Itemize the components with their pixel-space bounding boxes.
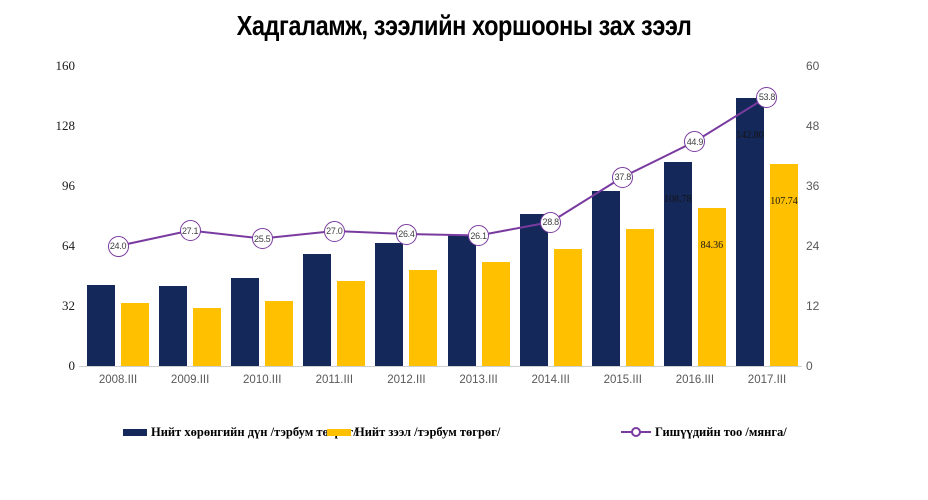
bar-total-loans — [697, 207, 726, 366]
line-marker: 37.8 — [612, 166, 634, 188]
right-axis-tick-24: 24 — [806, 239, 820, 253]
legend-label-total-loans: Нийт зээл /тэрбум төгрөг/ — [355, 424, 501, 439]
legend-label-total-assets: Нийт хөрөнгийн дүн /тэрбум төгрөг/ — [151, 424, 357, 439]
x-axis-label: 2013.III — [459, 374, 498, 386]
bar-total-loans — [481, 261, 510, 366]
legend-item-total-loans: Нийт зээл /тэрбум төгрөг/ — [327, 423, 500, 441]
bar-total-assets — [663, 162, 692, 366]
bar-total-loans — [409, 269, 438, 366]
legend-item-members: Гишүүдийн тоо /мянга/ — [621, 423, 787, 441]
line-marker: 27.1 — [179, 220, 201, 241]
x-axis-label: 2015.III — [603, 374, 642, 386]
chart-title: Хадгаламж, зээлийн хоршооны зах зээл — [236, 10, 692, 41]
bar-total-loans — [121, 303, 149, 366]
right-axis-tick-0: 0 — [806, 359, 813, 373]
left-axis-tick-64: 64 — [62, 238, 75, 253]
total-assets-swatch — [123, 428, 147, 436]
line-marker: 25.5 — [251, 228, 273, 249]
line-marker: 44.9 — [684, 131, 706, 152]
bar-total-loans — [337, 280, 366, 366]
total-loans-swatch — [327, 428, 351, 436]
left-axis-tick-0: 0 — [68, 358, 76, 373]
bar-value-label: 84.36 — [700, 239, 724, 251]
bar-value-label: 107.74 — [770, 195, 798, 207]
line-marker: 26.4 — [395, 223, 417, 245]
members-line-swatch-icon — [621, 427, 651, 437]
x-axis-label: 2017.III — [747, 374, 787, 386]
bar-total-assets — [519, 214, 548, 366]
left-axis-tick-96: 96 — [62, 178, 75, 193]
bar-total-loans — [625, 228, 654, 366]
bar-total-assets — [303, 253, 332, 366]
x-axis-label: 2016.III — [675, 374, 715, 386]
bar-total-assets — [87, 285, 115, 366]
line-marker: 27.0 — [323, 220, 345, 242]
x-axis-label: 2014.III — [531, 374, 570, 386]
bar-total-assets — [231, 277, 260, 366]
line-marker: 26.1 — [468, 225, 490, 246]
x-axis-label: 2012.III — [387, 374, 426, 386]
legend-label-members: Гишүүдийн тоо /мянга/ — [655, 424, 787, 439]
bar-value-label: 108.78 — [664, 194, 692, 206]
bar-total-assets — [591, 190, 620, 366]
bar-total-assets — [375, 243, 404, 366]
x-axis-label: 2009.III — [170, 374, 210, 386]
bar-total-loans — [265, 300, 294, 366]
x-axis-label: 2008.III — [98, 374, 138, 386]
x-axis-label: 2010.III — [243, 374, 282, 386]
right-axis-tick-36: 36 — [806, 179, 820, 193]
bar-total-loans — [553, 248, 582, 366]
bar-value-label: 142.80 — [736, 130, 764, 142]
left-axis-tick-32: 32 — [62, 298, 75, 313]
bar-total-assets — [447, 234, 476, 366]
line-marker: 24.0 — [107, 235, 129, 257]
right-axis-tick-48: 48 — [806, 119, 820, 133]
bar-total-loans — [769, 163, 798, 366]
line-marker: 28.8 — [540, 211, 562, 233]
x-axis-line — [79, 366, 802, 367]
right-axis-tick-12: 12 — [806, 299, 820, 313]
bar-total-assets — [159, 286, 188, 366]
x-axis-label: 2011.III — [315, 374, 354, 386]
line-marker: 53.8 — [756, 86, 778, 108]
left-axis-tick-160: 160 — [55, 58, 76, 73]
bar-total-loans — [193, 307, 222, 366]
right-axis-tick-60: 60 — [806, 59, 820, 73]
left-axis-tick-128: 128 — [55, 118, 76, 133]
chart-legend: Нийт хөрөнгийн дүн /тэрбум төгрөг/ Нийт … — [0, 423, 928, 443]
legend-item-total-assets: Нийт хөрөнгийн дүн /тэрбум төгрөг/ — [123, 423, 357, 441]
